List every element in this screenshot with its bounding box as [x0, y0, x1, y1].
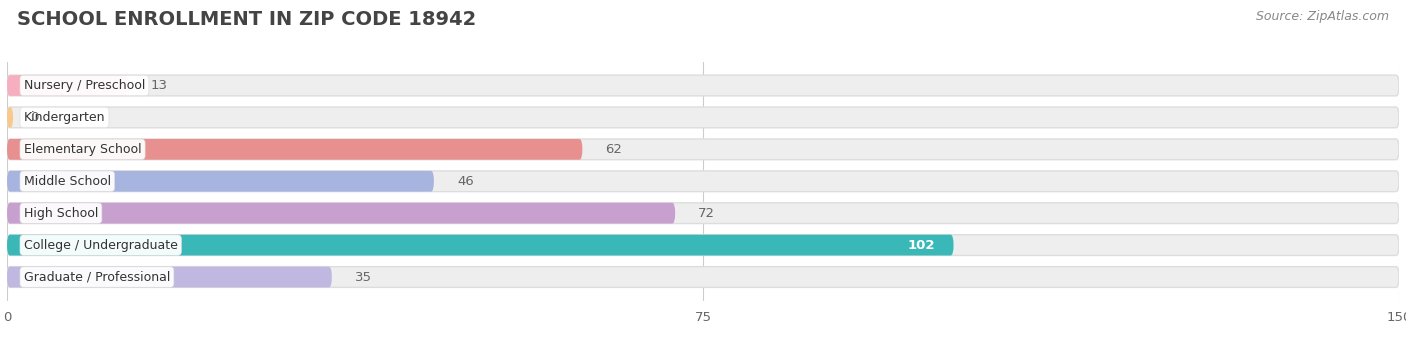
FancyBboxPatch shape: [7, 107, 1399, 128]
Text: 35: 35: [354, 271, 373, 284]
Text: Graduate / Professional: Graduate / Professional: [24, 271, 170, 284]
Text: Elementary School: Elementary School: [24, 143, 142, 156]
Text: 72: 72: [699, 207, 716, 220]
Text: 102: 102: [907, 239, 935, 252]
FancyBboxPatch shape: [7, 139, 582, 160]
FancyBboxPatch shape: [7, 267, 332, 287]
Text: 46: 46: [457, 175, 474, 188]
FancyBboxPatch shape: [7, 203, 1399, 224]
FancyBboxPatch shape: [7, 267, 1399, 287]
FancyBboxPatch shape: [7, 107, 13, 128]
FancyBboxPatch shape: [7, 139, 1399, 160]
Text: Source: ZipAtlas.com: Source: ZipAtlas.com: [1256, 10, 1389, 23]
FancyBboxPatch shape: [7, 171, 1399, 192]
FancyBboxPatch shape: [7, 171, 434, 192]
Text: College / Undergraduate: College / Undergraduate: [24, 239, 177, 252]
Text: Middle School: Middle School: [24, 175, 111, 188]
FancyBboxPatch shape: [7, 235, 953, 255]
FancyBboxPatch shape: [7, 75, 1399, 96]
FancyBboxPatch shape: [7, 203, 675, 224]
Text: High School: High School: [24, 207, 98, 220]
Text: 13: 13: [150, 79, 167, 92]
Text: Kindergarten: Kindergarten: [24, 111, 105, 124]
FancyBboxPatch shape: [7, 75, 128, 96]
Text: Nursery / Preschool: Nursery / Preschool: [24, 79, 145, 92]
Text: 0: 0: [31, 111, 38, 124]
Text: SCHOOL ENROLLMENT IN ZIP CODE 18942: SCHOOL ENROLLMENT IN ZIP CODE 18942: [17, 10, 477, 29]
FancyBboxPatch shape: [7, 235, 1399, 255]
Text: 62: 62: [606, 143, 623, 156]
